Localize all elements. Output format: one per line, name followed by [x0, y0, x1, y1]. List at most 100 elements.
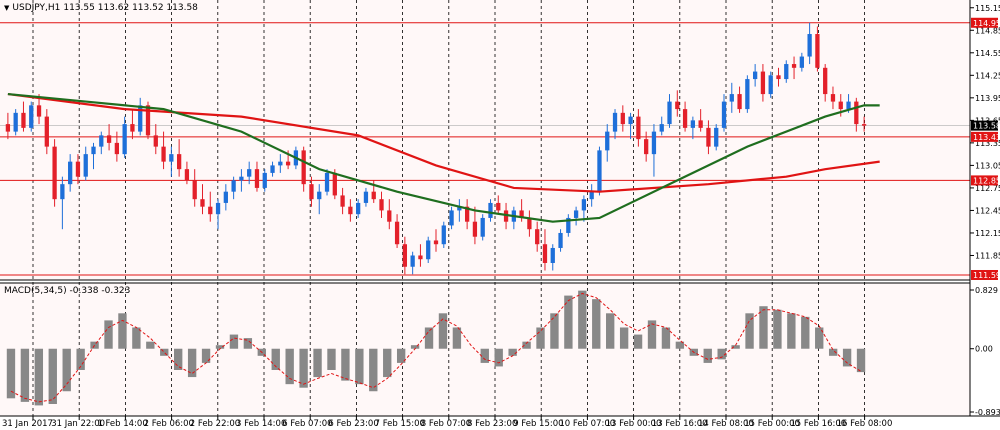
candle	[21, 101, 26, 132]
macd-bar	[592, 299, 601, 349]
candle	[122, 116, 127, 158]
price-marker: 112.85	[971, 175, 1000, 186]
candle	[29, 101, 34, 132]
candle	[480, 214, 485, 241]
candle	[130, 109, 135, 140]
macd-bar	[48, 348, 57, 404]
candle	[387, 199, 392, 230]
candle	[457, 199, 462, 222]
macd-bar	[480, 348, 489, 363]
price-label: 114.55	[975, 49, 1000, 58]
candle	[644, 131, 649, 162]
svg-text:113.58: 113.58	[973, 122, 1000, 131]
candle	[348, 199, 353, 222]
macd-bar	[647, 320, 657, 349]
macd-bar	[410, 345, 420, 349]
macd-bar	[174, 348, 183, 370]
candle	[138, 97, 143, 136]
macd-axis-label: -0.893	[975, 408, 1000, 417]
candle	[52, 139, 57, 207]
candle	[667, 94, 672, 128]
time-label: 6 Feb 07:00	[282, 419, 332, 429]
candle	[262, 169, 267, 192]
candle	[176, 139, 182, 177]
candle	[426, 236, 431, 263]
candle	[278, 154, 283, 173]
candle	[223, 184, 228, 211]
candle	[464, 199, 470, 230]
candle	[247, 161, 252, 185]
macd-bar	[606, 313, 615, 349]
macd-bar	[20, 348, 30, 402]
macd-bar	[494, 348, 503, 367]
price-label: 113.05	[975, 161, 1000, 170]
candle	[675, 90, 680, 117]
time-label: 13 Feb 16:00	[652, 419, 708, 429]
macd-axis-label: 0.829	[975, 286, 998, 295]
candle	[379, 191, 384, 218]
candle	[356, 199, 361, 218]
macd-bar	[76, 348, 85, 370]
macd-axis: 0.829 0.00 -0.893	[970, 286, 1000, 417]
time-label: 1 Feb 14:00	[97, 419, 147, 429]
time-label: 6 Feb 23:00	[328, 419, 378, 429]
macd-bar	[160, 348, 169, 356]
candle	[83, 146, 88, 181]
macd-bar	[327, 348, 336, 370]
candle	[215, 199, 221, 230]
svg-text:114.95: 114.95	[973, 19, 1000, 28]
svg-text:112.85: 112.85	[973, 176, 1000, 185]
candle	[854, 97, 859, 132]
candle	[729, 82, 734, 113]
candle	[161, 131, 166, 170]
macd-bar	[731, 345, 740, 349]
candle	[410, 251, 415, 275]
macd-bar	[369, 348, 378, 392]
candle	[441, 221, 446, 248]
time-label: 31 Jan 2017	[2, 419, 53, 429]
candle	[309, 176, 314, 207]
candle	[597, 146, 602, 196]
candle	[13, 109, 18, 136]
macd-bar	[801, 316, 810, 349]
price-marker: 114.95	[971, 17, 1000, 28]
macd-bar	[717, 348, 726, 360]
macd-bar	[146, 341, 155, 349]
time-label: 9 Feb 15:00	[513, 419, 563, 429]
candle	[823, 64, 828, 102]
candle	[542, 229, 548, 271]
candle	[550, 244, 555, 271]
candle	[68, 154, 73, 192]
price-label: 111.85	[975, 251, 1000, 260]
candle	[612, 109, 618, 140]
time-label: 2 Feb 06:00	[144, 419, 194, 429]
candle	[636, 109, 641, 147]
time-label: 8 Feb 07:00	[421, 419, 471, 429]
macd-bar	[842, 348, 852, 367]
macd-bar	[243, 338, 253, 349]
candle	[418, 244, 423, 267]
candle	[153, 124, 158, 155]
price-label: 112.75	[975, 184, 1000, 193]
macd-bar	[396, 348, 406, 363]
candle	[784, 60, 789, 83]
candle	[394, 214, 400, 248]
candle	[558, 229, 563, 252]
macd-bar	[787, 313, 796, 349]
candle	[75, 154, 81, 185]
dropdown-arrow-icon[interactable]: ▼	[4, 4, 10, 12]
price-panel-bg	[0, 0, 970, 280]
time-label: 16 Feb 08:00	[837, 419, 893, 429]
price-label: 114.85	[975, 26, 1000, 35]
candle	[114, 131, 120, 162]
macd-bar	[229, 334, 239, 349]
candle	[324, 169, 330, 196]
candle	[690, 116, 696, 140]
macd-bar	[508, 348, 517, 356]
candle	[651, 124, 657, 177]
macd-bar	[661, 327, 671, 349]
macd-bar	[745, 313, 754, 349]
macd-bar	[856, 348, 866, 373]
macd-bar	[118, 313, 127, 349]
candle	[301, 146, 306, 192]
